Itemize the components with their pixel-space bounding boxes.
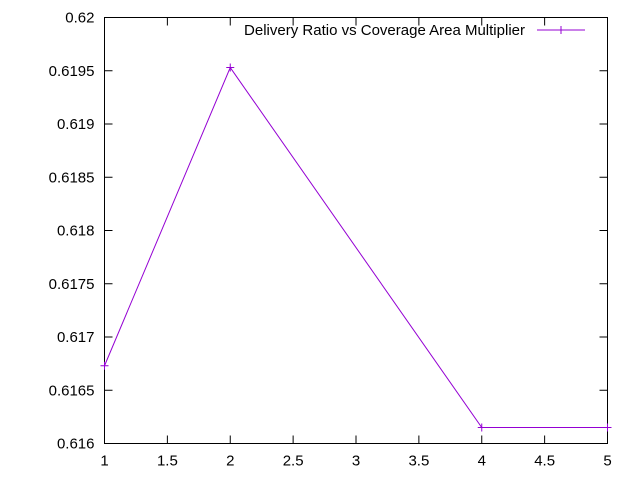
x-tick-label: 5 <box>603 453 611 470</box>
data-point-marker <box>100 361 109 370</box>
series-line <box>104 66 608 429</box>
legend-marker <box>557 26 565 34</box>
x-tick-label: 1.5 <box>157 453 178 470</box>
x-tick-label: 4.5 <box>534 453 555 470</box>
y-tick-label: 0.6185 <box>49 169 95 186</box>
y-tick-label: 0.6195 <box>49 63 95 80</box>
x-tick-label: 2 <box>226 453 234 470</box>
y-tick-label: 0.619 <box>57 116 95 133</box>
legend-label: Delivery Ratio vs Coverage Area Multipli… <box>244 22 525 39</box>
data-point-marker <box>226 63 235 72</box>
x-tick-label: 4 <box>478 453 486 470</box>
x-tick-label: 2.5 <box>283 453 304 470</box>
y-tick-label: 0.616 <box>57 436 95 453</box>
data-point-marker <box>477 423 486 432</box>
plot-frame <box>104 17 608 444</box>
x-tick-label: 3 <box>352 453 360 470</box>
series-layer <box>100 63 612 432</box>
y-tick-label: 0.618 <box>57 223 95 240</box>
y-tick-label: 0.6175 <box>49 276 95 293</box>
data-point-marker <box>603 423 612 432</box>
y-tick-label: 0.6165 <box>49 382 95 399</box>
x-tick-label: 3.5 <box>408 453 429 470</box>
y-tick-label: 0.617 <box>57 329 95 346</box>
x-tick-label: 1 <box>100 453 108 470</box>
legend: Delivery Ratio vs Coverage Area Multipli… <box>244 22 585 39</box>
y-tick-label: 0.62 <box>65 10 94 27</box>
axis-ticks: 1 1.5 2 2.5 3 3.5 4 4.5 5 0.616 0.6165 0.617 0.6175 0… <box>49 10 612 470</box>
